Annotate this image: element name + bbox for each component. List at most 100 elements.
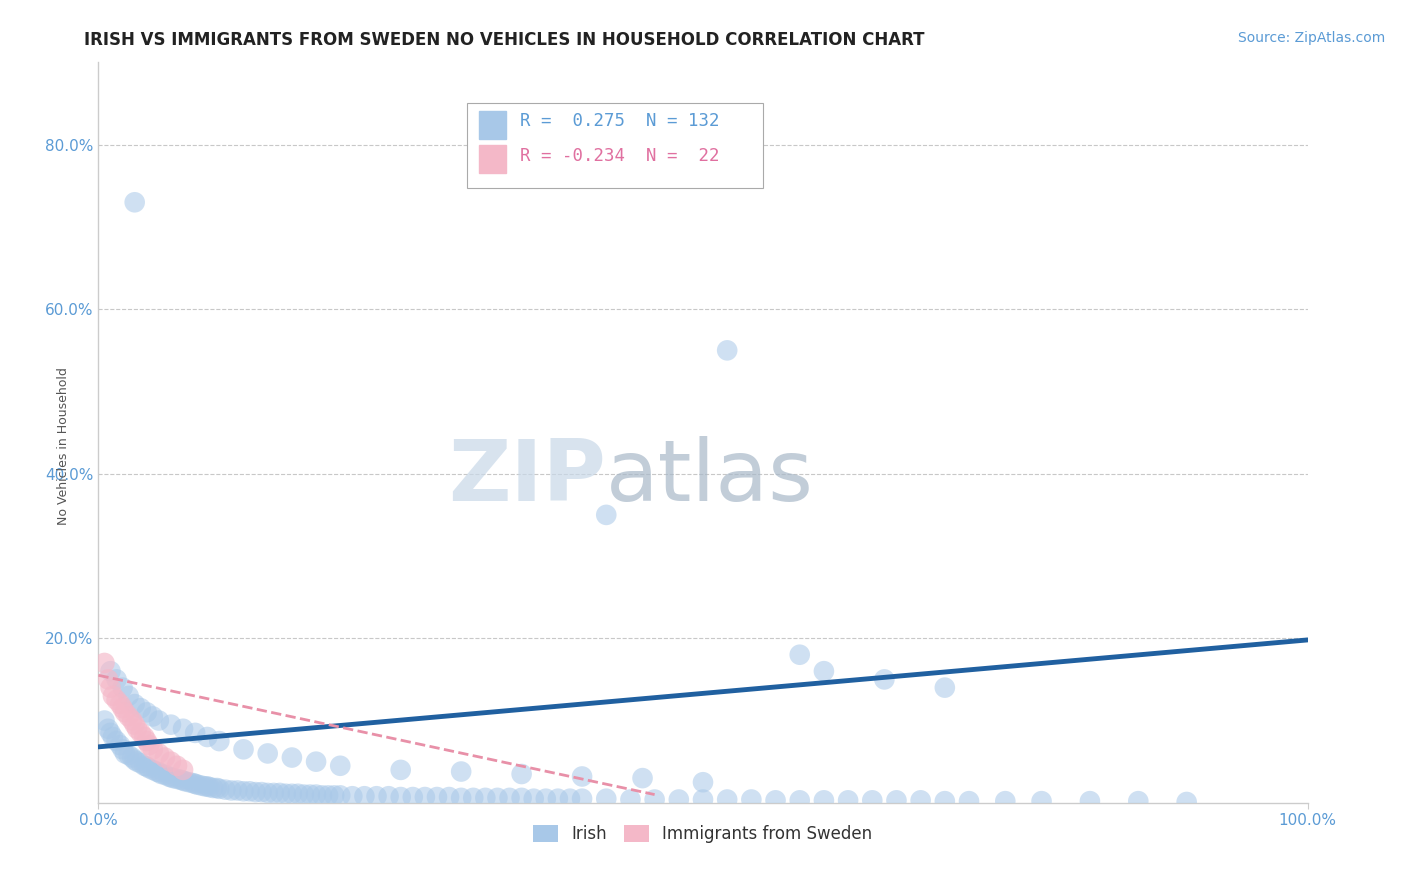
Point [208,734,231,748]
Point [135,734,157,748]
Point [166,772,188,786]
Point [174,774,197,789]
Point [148,747,170,761]
Point [256,786,278,800]
Point [135,759,157,773]
Point [323,789,346,803]
Point [1128,794,1150,808]
Point [287,787,309,801]
Point [316,789,339,803]
Point [292,788,315,802]
Point [124,753,146,767]
Point [145,764,167,779]
Point [118,709,141,723]
Point [426,790,449,805]
Point [619,792,641,806]
Point [245,785,267,799]
Point [160,755,183,769]
Point [121,714,143,728]
Point [148,765,170,780]
Point [263,786,285,800]
Point [93,714,115,728]
Point [886,793,908,807]
Point [134,730,156,744]
Point [214,782,236,797]
Point [510,767,533,781]
Point [101,689,124,703]
Point [631,771,654,785]
Point [226,783,249,797]
Point [166,758,188,772]
Point [138,738,160,752]
Point [121,750,143,764]
Point [134,758,156,772]
Point [232,784,254,798]
Text: No Vehicles in Household: No Vehicles in Household [56,368,70,524]
Point [97,673,120,687]
Point [873,673,896,687]
Point [135,706,157,720]
Point [184,777,207,791]
Point [150,767,173,781]
Point [169,772,191,787]
Point [281,787,304,801]
Point [934,681,956,695]
Point [129,726,152,740]
Point [124,717,146,731]
Point [1078,794,1101,808]
Point [789,793,811,807]
FancyBboxPatch shape [467,103,763,188]
Point [957,794,980,808]
Legend: Irish, Immigrants from Sweden: Irish, Immigrants from Sweden [527,819,879,850]
Point [668,792,690,806]
Point [571,769,593,783]
Point [138,761,160,775]
Point [510,790,533,805]
Point [692,792,714,806]
Point [366,789,388,804]
Text: Source: ZipAtlas.com: Source: ZipAtlas.com [1237,31,1385,45]
Point [205,780,228,795]
Point [100,664,122,678]
Point [100,681,122,695]
Point [97,722,120,736]
Point [181,776,204,790]
Point [281,750,304,764]
Text: R =  0.275  N = 132: R = 0.275 N = 132 [520,112,720,130]
Point [100,726,122,740]
Point [450,790,472,805]
Point [127,722,149,736]
Point [1031,794,1053,808]
Point [474,790,496,805]
Point [558,791,581,805]
Point [153,768,176,782]
Point [595,791,617,805]
Point [329,789,352,803]
Text: ZIP: ZIP [449,435,606,518]
Point [595,508,617,522]
Point [195,780,218,794]
Point [153,750,176,764]
Point [172,722,194,736]
Text: R = -0.234  N =  22: R = -0.234 N = 22 [520,147,720,165]
Point [329,758,352,772]
Point [269,786,291,800]
Point [342,789,364,804]
Point [108,738,131,752]
Point [208,781,231,796]
Point [547,791,569,805]
Point [934,794,956,808]
Text: atlas: atlas [606,435,814,518]
Point [571,791,593,805]
Point [114,747,136,761]
Point [239,784,262,798]
Point [437,790,460,805]
Point [142,763,165,777]
Point [105,734,128,748]
Point [534,791,557,805]
Point [389,763,412,777]
Text: IRISH VS IMMIGRANTS FROM SWEDEN NO VEHICLES IN HOUSEHOLD CORRELATION CHART: IRISH VS IMMIGRANTS FROM SWEDEN NO VEHIC… [84,31,925,49]
Point [413,790,436,805]
Point [250,785,273,799]
Point [118,689,141,703]
